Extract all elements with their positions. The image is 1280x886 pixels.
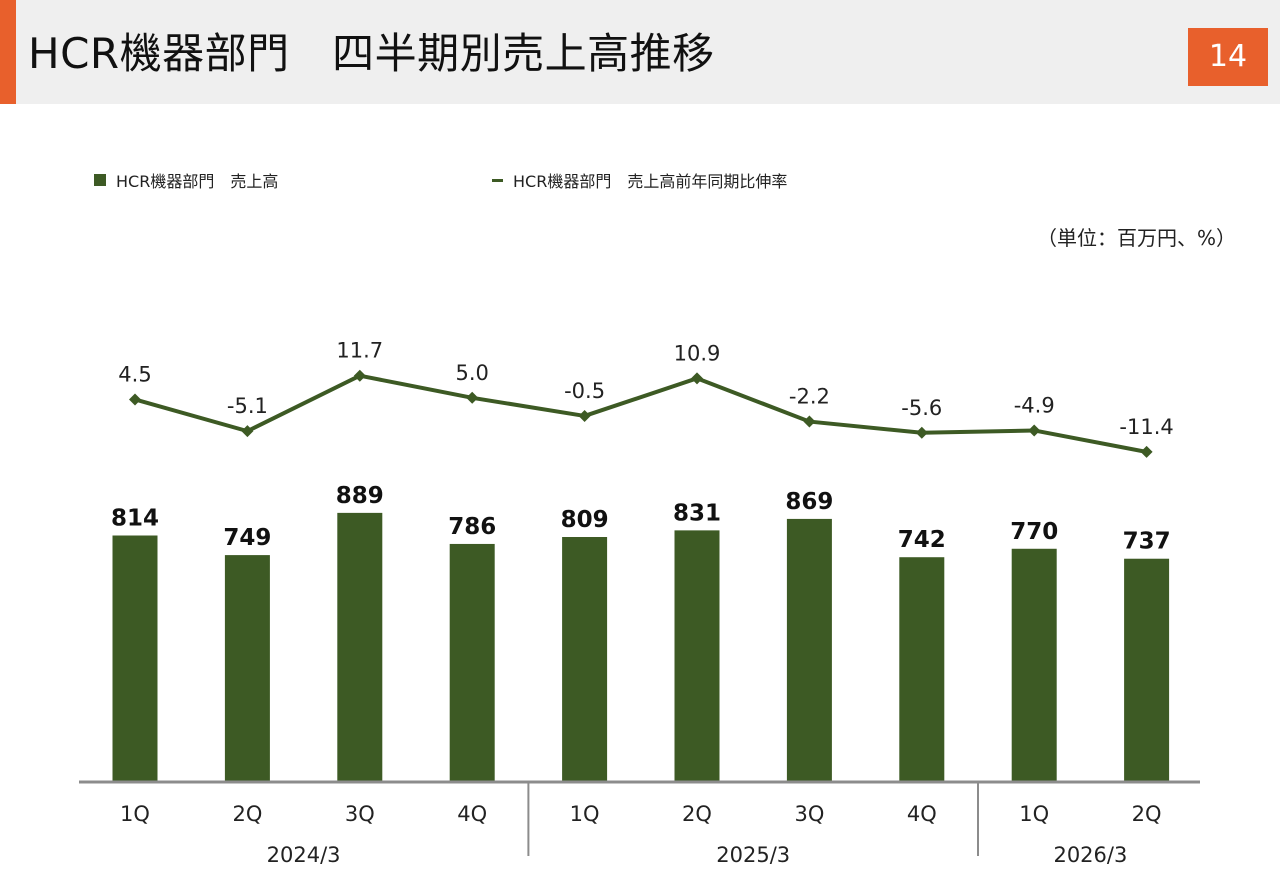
x-tick-label: 3Q [345,802,375,826]
bar [449,543,495,781]
growth-line [134,373,1147,454]
line-data-label: 5.0 [455,361,488,385]
legend-label-sales: HCR機器部門 売上高 [116,172,279,191]
bar-data-label: 737 [1123,529,1171,555]
bar [337,512,383,781]
x-tick-label: 1Q [1019,802,1049,826]
bar [1124,558,1170,781]
bar-data-label: 869 [785,489,833,515]
x-tick-label: 4Q [907,802,937,826]
bar [562,537,608,781]
line-marker [578,409,591,422]
legend-bar-swatch [94,174,106,186]
line-data-label: -2.2 [789,385,830,409]
line-data-label: -5.1 [227,394,268,418]
x-tick-label: 4Q [457,802,487,826]
bar-data-label: 814 [111,505,159,531]
x-group-label: 2024/3 [267,843,341,867]
line-marker [915,426,928,439]
bar [786,518,832,781]
page-number-badge: 14 [1188,28,1268,86]
line-data-label: 11.7 [336,339,383,363]
x-group-label: 2026/3 [1053,843,1127,867]
x-tick-label: 1Q [570,802,600,826]
x-tick-label: 3Q [794,802,824,826]
line-data-label: -4.9 [1014,393,1055,417]
bar-data-label: 889 [336,483,384,509]
legend-line-swatch [492,178,503,182]
bar [674,530,720,781]
bar-data-label: 742 [898,527,946,553]
x-group-label: 2025/3 [716,843,790,867]
line-marker [466,391,479,404]
line-marker [129,393,141,406]
x-tick-label: 1Q [120,802,150,826]
unit-note: （単位：百万円、%） [1036,226,1236,250]
line-marker [1140,445,1153,458]
bar [899,557,945,781]
line-data-label: -11.4 [1119,415,1173,439]
bar-data-label: 770 [1010,519,1058,545]
line-marker [241,425,254,438]
bar [112,535,158,781]
legend-item-growth: HCR機器部門 売上高前年同期比伸率 [492,168,787,192]
x-tick-label: 2Q [682,802,712,826]
line-data-label: 4.5 [118,362,151,386]
line-marker [803,415,816,428]
line-marker [353,369,366,382]
header-accent-stripe [0,0,16,104]
bar-data-label: 749 [223,525,271,551]
line-marker [691,372,703,385]
bar [224,555,270,781]
legend-label-growth: HCR機器部門 売上高前年同期比伸率 [513,172,788,191]
line-data-label: 10.9 [674,341,721,365]
bar-data-label: 831 [673,500,721,526]
bar-data-label: 809 [561,507,609,533]
page-title: HCR機器部門 四半期別売上高推移 [28,29,715,78]
bar-data-label: 786 [448,514,496,540]
x-tick-label: 2Q [1132,802,1162,826]
line-marker [1028,424,1041,437]
header-bar [0,0,1280,104]
line-data-label: -0.5 [564,379,605,403]
line-data-label: -5.6 [901,396,942,420]
x-tick-label: 2Q [232,802,262,826]
bar [1011,548,1057,781]
legend-item-sales: HCR機器部門 売上高 [94,168,278,192]
